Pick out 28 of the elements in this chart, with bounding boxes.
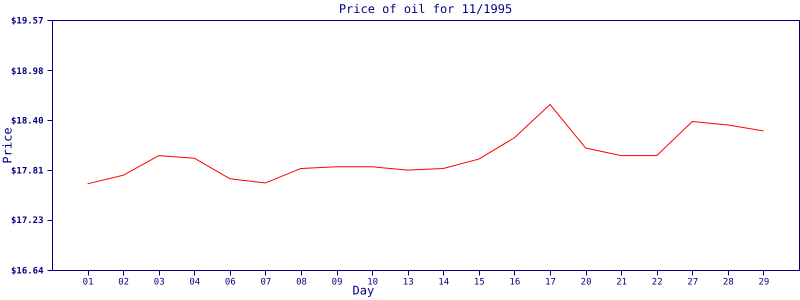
x-tick-label: 28 [722,278,734,288]
x-tick-label: 16 [510,278,520,288]
x-tick-label: 27 [687,278,698,288]
x-tick-label: 09 [332,278,342,288]
x-tick-label: 21 [616,278,628,288]
x-tick-label: 15 [474,278,485,288]
x-tick-label: 06 [224,278,236,288]
x-tick-label: 01 [82,278,94,288]
y-tick-label: $18.98 [10,66,44,77]
y-axis-title: Price [0,127,14,164]
x-tick-label: 08 [296,278,307,288]
y-tick-label: $19.57 [10,16,44,26]
y-tick-label: $17.81 [10,166,44,177]
x-tick-label: 13 [402,278,414,288]
x-tick-label: 02 [118,278,130,288]
y-tick-label: $16.64 [10,266,44,276]
chart-title: Price of oil for 11/1995 [338,2,512,16]
x-tick-label: 17 [545,278,556,288]
x-tick-label: 03 [154,278,165,288]
y-tick-label: $17.23 [10,216,44,226]
x-tick-label: 14 [438,278,450,288]
y-tick-label: $18.40 [10,116,44,126]
x-tick-label: 22 [652,278,663,288]
x-tick-label: 29 [758,278,770,288]
x-tick-label: 07 [260,278,272,288]
x-tick-label: 20 [580,278,592,288]
line-series [87,104,764,184]
x-tick-label: 04 [189,278,200,288]
